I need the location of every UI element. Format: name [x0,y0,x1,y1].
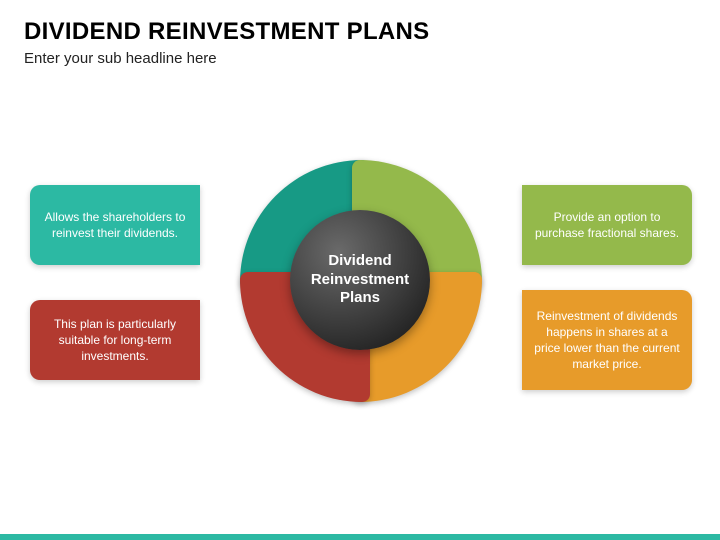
center-hub: Dividend Reinvestment Plans [290,210,430,350]
card-4: This plan is particularly suitable for l… [30,300,200,380]
diagram-canvas: 01 02 03 04 Dividend Reinvestment Plans … [0,90,720,510]
slide-header: DIVIDEND REINVESTMENT PLANS Enter your s… [0,0,720,73]
card-4-text: This plan is particularly suitable for l… [40,316,190,365]
hub-label: Dividend Reinvestment Plans [290,252,430,308]
card-3-text: Reinvestment of dividends happens in sha… [532,308,682,373]
card-2-text: Provide an option to purchase fractional… [532,209,682,241]
card-1: Allows the shareholders to reinvest thei… [30,185,200,265]
slide-subtitle: Enter your sub headline here [24,50,696,67]
footer-accent-bar [0,534,720,540]
card-3: Reinvestment of dividends happens in sha… [522,290,692,390]
card-2: Provide an option to purchase fractional… [522,185,692,265]
slide-title: DIVIDEND REINVESTMENT PLANS [24,18,696,46]
card-1-text: Allows the shareholders to reinvest thei… [40,209,190,241]
